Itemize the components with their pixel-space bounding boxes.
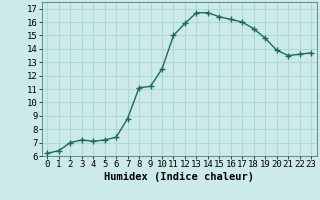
X-axis label: Humidex (Indice chaleur): Humidex (Indice chaleur) (104, 172, 254, 182)
